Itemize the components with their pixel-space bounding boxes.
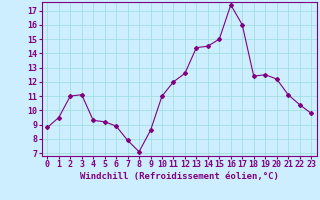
X-axis label: Windchill (Refroidissement éolien,°C): Windchill (Refroidissement éolien,°C) — [80, 172, 279, 181]
